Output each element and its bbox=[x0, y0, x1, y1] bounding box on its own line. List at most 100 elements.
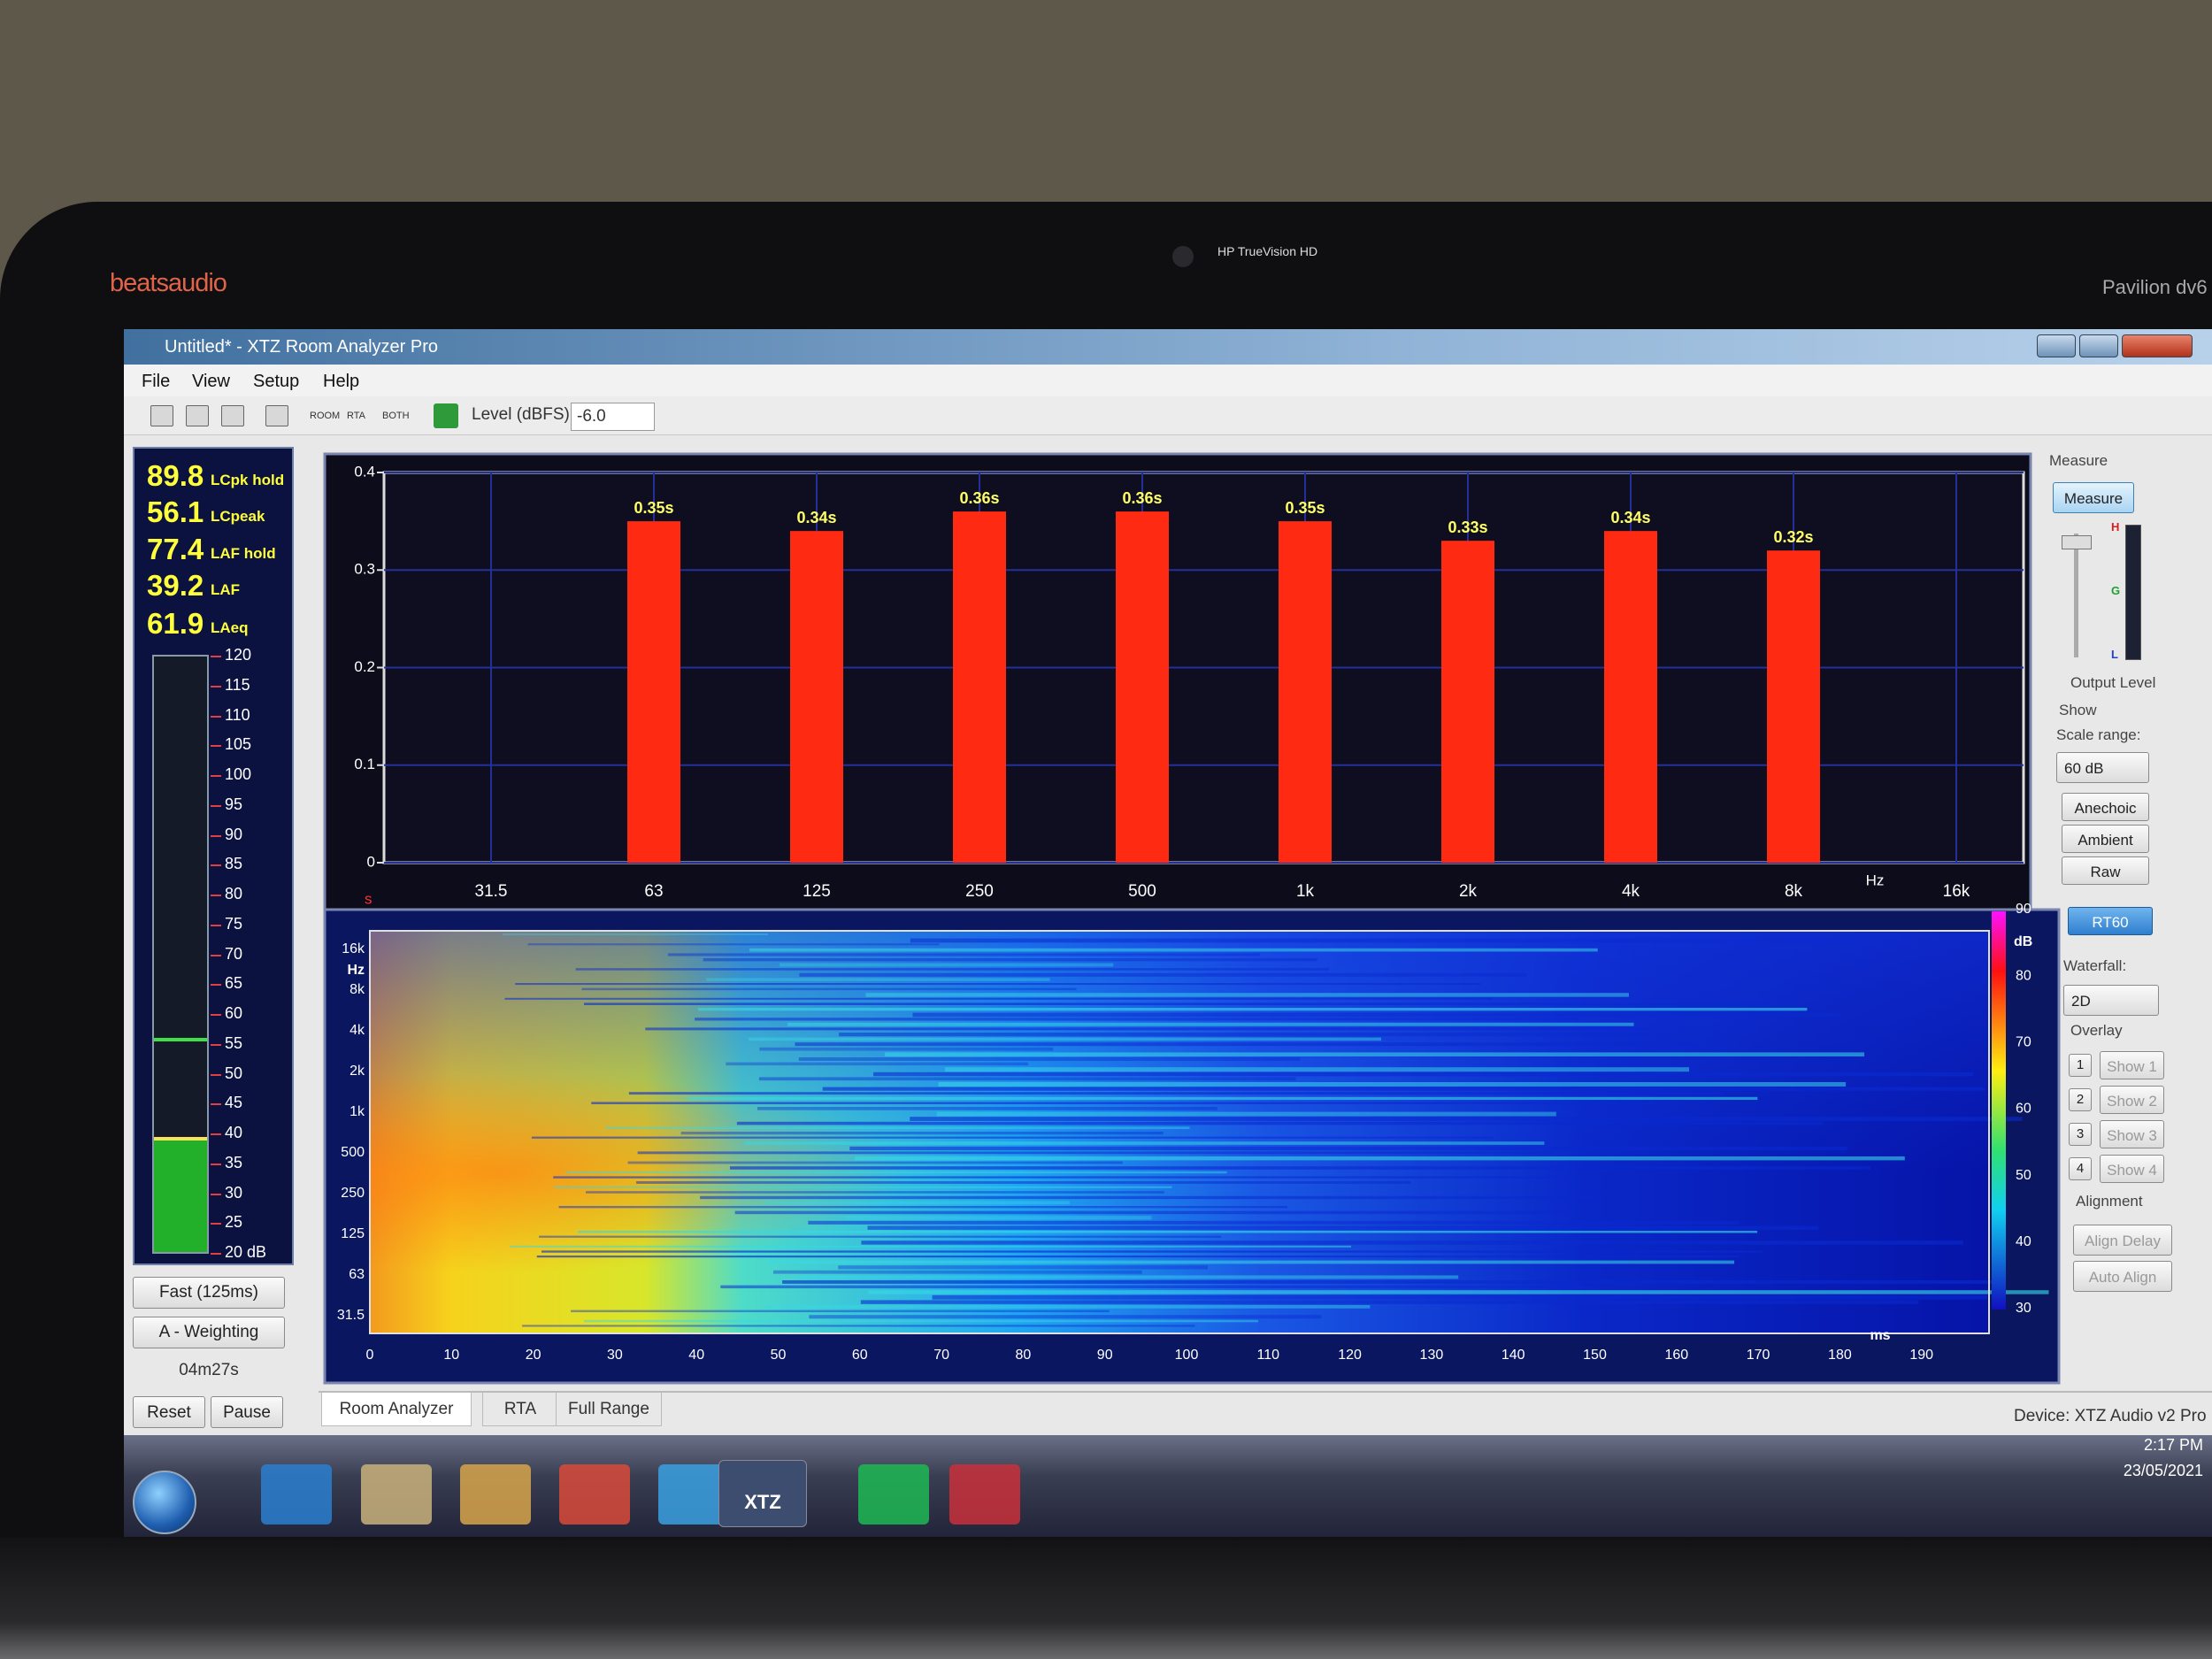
spectrogram-streak bbox=[504, 997, 1493, 1000]
menu-item[interactable]: View bbox=[192, 372, 230, 391]
meter-scale-label: 80 bbox=[225, 885, 243, 902]
spectrogram-streak bbox=[637, 1151, 1554, 1155]
taskbar-icon[interactable] bbox=[361, 1464, 432, 1525]
overlay-show[interactable]: Show 3 bbox=[2100, 1120, 2164, 1148]
meter-label: LAF hold bbox=[211, 545, 276, 562]
spectrogram-streak bbox=[809, 1315, 1322, 1319]
mode-button[interactable]: Anechoic bbox=[2062, 793, 2149, 821]
spectrogram-streak bbox=[531, 1136, 1494, 1139]
menu-bar bbox=[124, 365, 2212, 396]
menu-item[interactable]: Setup bbox=[253, 372, 300, 391]
spectrogram-streak bbox=[845, 1216, 1152, 1220]
spectrogram-streak bbox=[510, 1245, 1352, 1248]
status-text: Device: XTZ Audio v2 Pro bbox=[2014, 1407, 2207, 1425]
rt60-button[interactable]: RT60 bbox=[2068, 907, 2153, 935]
spectrogram-streak bbox=[628, 1092, 1724, 1095]
taskbar-icon[interactable] bbox=[858, 1464, 929, 1525]
mode-button[interactable]: Ambient bbox=[2062, 825, 2149, 853]
toolbar-mode[interactable]: BOTH bbox=[382, 411, 410, 421]
tab[interactable]: Full Range bbox=[556, 1393, 662, 1426]
webcam bbox=[1172, 246, 1194, 267]
menu-item[interactable]: Help bbox=[323, 372, 360, 391]
toolbar-mode[interactable]: RTA bbox=[347, 411, 365, 421]
spectrogram-streak bbox=[697, 1008, 1808, 1011]
meter-tick bbox=[211, 984, 221, 987]
spectrogram-streak bbox=[861, 1240, 1963, 1245]
spectrogram-streak bbox=[527, 943, 940, 946]
waterfall-y-label: 16k bbox=[342, 941, 365, 956]
toolbar-mode[interactable]: ROOM bbox=[310, 411, 341, 421]
meter-scale-label: 85 bbox=[225, 855, 243, 873]
color-scale-label: 70 bbox=[2016, 1035, 2032, 1050]
meter-label: LAF bbox=[211, 581, 241, 598]
taskbar-icon[interactable] bbox=[261, 1464, 332, 1525]
taskbar-icon[interactable] bbox=[949, 1464, 1020, 1525]
overlay-show[interactable]: Show 4 bbox=[2100, 1155, 2164, 1183]
align-button[interactable]: Auto Align bbox=[2073, 1261, 2172, 1292]
tab[interactable]: RTA bbox=[482, 1393, 558, 1426]
spectrogram-streak bbox=[765, 1305, 1371, 1309]
meter-button[interactable]: Reset bbox=[133, 1396, 205, 1428]
spectrogram-streak bbox=[700, 1195, 1602, 1200]
toolbar-icon[interactable] bbox=[265, 405, 288, 426]
spectrogram-streak bbox=[503, 933, 768, 935]
color-scale-label: 40 bbox=[2016, 1234, 2032, 1249]
meter-scale-label: 115 bbox=[225, 675, 250, 694]
toolbar-icon[interactable] bbox=[221, 405, 244, 426]
window-control[interactable] bbox=[2037, 334, 2076, 357]
meter-tick bbox=[211, 656, 221, 657]
x-tick-label: 31.5 bbox=[475, 882, 508, 901]
laptop-base bbox=[0, 1537, 2212, 1659]
scale-range-select[interactable]: 60 dB bbox=[2056, 752, 2149, 783]
waterfall-y-label: 4k bbox=[349, 1023, 365, 1038]
waterfall-y-label: 500 bbox=[341, 1145, 365, 1160]
meter-button[interactable]: Pause bbox=[211, 1396, 283, 1428]
spectrogram-streak bbox=[695, 1018, 1579, 1021]
overlay-show[interactable]: Show 2 bbox=[2100, 1086, 2164, 1114]
value-label: 0.36s bbox=[959, 489, 999, 507]
meter-tick bbox=[211, 1253, 221, 1255]
overlay-number[interactable]: 2 bbox=[2069, 1088, 2092, 1111]
waterfall-x-label: 10 bbox=[443, 1348, 459, 1363]
x-tick-label: 63 bbox=[644, 882, 663, 901]
color-scale-label: 50 bbox=[2016, 1168, 2032, 1183]
y-axis-unit: s bbox=[365, 890, 373, 907]
measure-button[interactable]: Measure bbox=[2053, 482, 2134, 513]
overlay-number[interactable]: 4 bbox=[2069, 1157, 2092, 1180]
output-slider-track bbox=[2074, 534, 2078, 657]
toolbar-icon[interactable] bbox=[186, 405, 209, 426]
meter-label: LCpeak bbox=[211, 508, 265, 525]
waterfall-x-label: 0 bbox=[366, 1348, 374, 1363]
menu-item[interactable]: File bbox=[142, 372, 171, 391]
meter-scale-label: 40 bbox=[225, 1124, 243, 1141]
tab[interactable]: Room Analyzer bbox=[321, 1393, 472, 1426]
spectrogram-streak bbox=[577, 1231, 1758, 1233]
tab-strip bbox=[319, 1391, 2212, 1393]
overlay-show[interactable]: Show 1 bbox=[2100, 1051, 2164, 1079]
window-control[interactable] bbox=[2079, 334, 2118, 357]
level-input[interactable]: -6.0 bbox=[571, 403, 655, 431]
spectrogram-streak bbox=[932, 1294, 1987, 1300]
spectrogram-streak bbox=[558, 1206, 1288, 1209]
output-meter-mark: H bbox=[2111, 520, 2120, 534]
response-select[interactable]: Fast (125ms) bbox=[133, 1277, 285, 1309]
toolbar-icon[interactable] bbox=[150, 405, 173, 426]
overlay-number[interactable]: 1 bbox=[2069, 1054, 2092, 1077]
overlay-number[interactable]: 3 bbox=[2069, 1123, 2092, 1146]
spectrogram-streak bbox=[822, 1087, 1985, 1091]
taskbar-icon[interactable] bbox=[658, 1464, 729, 1525]
meter-tick bbox=[211, 715, 221, 718]
taskbar-app[interactable]: XTZ bbox=[718, 1460, 807, 1527]
toolbar-icon[interactable] bbox=[434, 403, 458, 428]
align-button[interactable]: Align Delay bbox=[2073, 1225, 2172, 1256]
weighting-select[interactable]: A - Weighting bbox=[133, 1317, 285, 1348]
mode-button[interactable]: Raw bbox=[2062, 856, 2149, 885]
window-control[interactable] bbox=[2122, 334, 2193, 357]
waterfall-select[interactable]: 2D bbox=[2063, 985, 2159, 1016]
waterfall-x-unit: ms bbox=[1870, 1328, 1890, 1343]
taskbar-icon[interactable] bbox=[559, 1464, 630, 1525]
meter-tick bbox=[211, 1103, 221, 1106]
taskbar-icon[interactable] bbox=[460, 1464, 531, 1525]
start-button[interactable] bbox=[133, 1471, 196, 1534]
output-slider-thumb[interactable] bbox=[2062, 535, 2092, 549]
